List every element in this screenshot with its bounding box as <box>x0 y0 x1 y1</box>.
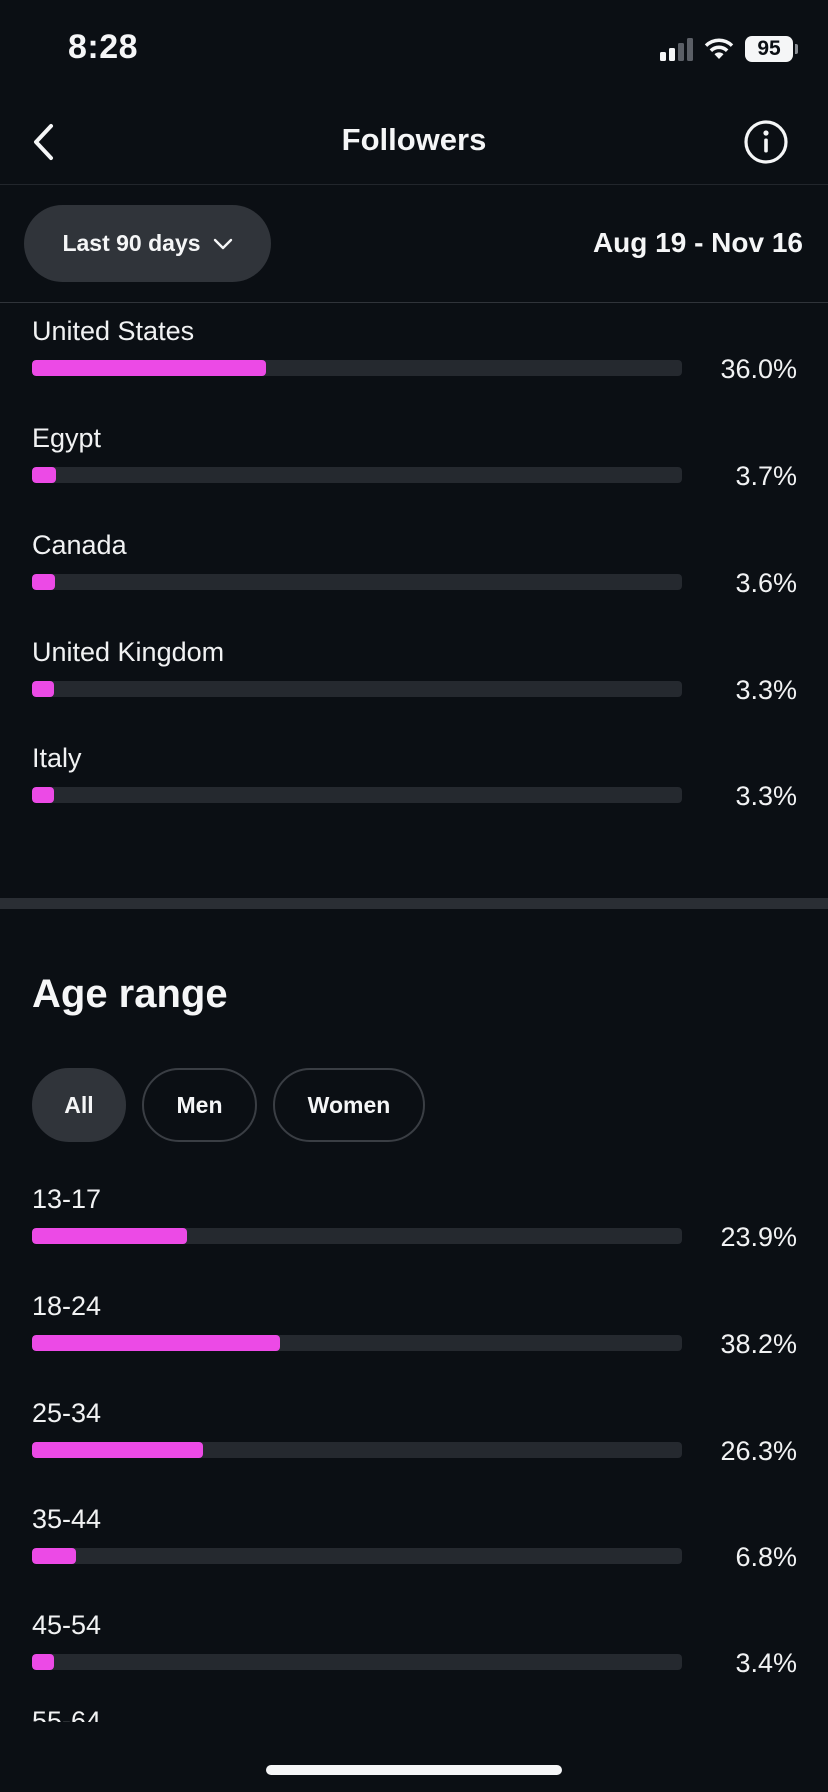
country-bar-track <box>32 574 682 590</box>
age-label: 25-34 <box>32 1398 102 1428</box>
country-label: United Kingdom <box>32 637 225 667</box>
age-label: 55-64 <box>32 1710 101 1722</box>
age-row: 18-24 38.2% <box>32 1291 797 1381</box>
country-bar-fill <box>32 467 57 483</box>
date-range-dropdown-label: Last 90 days <box>62 230 201 256</box>
age-bar-track <box>32 1548 682 1564</box>
back-button[interactable] <box>18 116 70 168</box>
age-percent: 3.4% <box>735 1648 797 1678</box>
tab-men[interactable]: Men <box>142 1068 257 1142</box>
country-percent: 3.3% <box>735 675 797 705</box>
country-bar-fill <box>32 574 56 590</box>
status-bar: 8:28 95 <box>0 0 828 100</box>
battery-icon: 95 <box>745 36 798 62</box>
info-button[interactable] <box>740 116 792 168</box>
status-time: 8:28 <box>68 28 139 66</box>
country-row: United Kingdom 3.3% <box>32 637 797 727</box>
country-percent: 36.0% <box>720 354 797 384</box>
age-range-title: Age range <box>32 972 228 1016</box>
country-label: Canada <box>32 530 127 560</box>
age-bar-track <box>32 1335 682 1351</box>
age-label: 13-17 <box>32 1184 102 1214</box>
country-row: Italy 3.3% <box>32 743 797 833</box>
country-bar-track <box>32 467 682 483</box>
country-label: Italy <box>32 743 82 773</box>
age-bar-track <box>32 1228 682 1244</box>
age-bar-fill <box>32 1548 77 1564</box>
age-row: 13-17 23.9% <box>32 1184 797 1274</box>
age-row-partial: 55-64 <box>32 1710 152 1722</box>
battery-level: 95 <box>745 36 793 62</box>
chevron-left-icon <box>34 124 53 160</box>
country-row: Egypt 3.7% <box>32 423 797 513</box>
age-label: 18-24 <box>32 1291 102 1321</box>
info-circle-icon <box>744 120 788 164</box>
age-label: 35-44 <box>32 1504 102 1534</box>
age-row: 25-34 26.3% <box>32 1398 797 1488</box>
country-percent: 3.7% <box>735 461 797 491</box>
country-bar-track <box>32 360 682 376</box>
country-label: Egypt <box>32 423 102 453</box>
section-divider <box>0 898 828 909</box>
age-bar-track <box>32 1442 682 1458</box>
status-icons: 95 <box>660 34 798 64</box>
country-row: United States 36.0% <box>32 316 797 406</box>
age-bar-fill <box>32 1654 55 1670</box>
gender-tabs: All Men Women <box>32 1068 425 1142</box>
age-bar-fill <box>32 1442 203 1458</box>
date-range-dropdown[interactable]: Last 90 days <box>24 205 271 282</box>
tab-all[interactable]: All <box>32 1068 126 1142</box>
page-title: Followers <box>341 122 487 157</box>
country-percent: 3.3% <box>735 781 797 811</box>
country-row: Canada 3.6% <box>32 530 797 620</box>
wifi-icon <box>704 38 734 59</box>
home-indicator[interactable] <box>266 1765 562 1775</box>
age-bar-fill <box>32 1335 281 1351</box>
age-percent: 6.8% <box>735 1542 797 1572</box>
date-range-text: Aug 19 - Nov 16 <box>592 227 803 258</box>
country-bar-fill <box>32 681 54 697</box>
country-bar-fill <box>32 360 266 376</box>
chevron-down-icon <box>213 238 232 249</box>
nav-bar: Followers <box>0 100 828 185</box>
age-percent: 26.3% <box>720 1436 797 1466</box>
country-bar-fill <box>32 787 54 803</box>
age-percent: 38.2% <box>720 1329 797 1359</box>
age-label: 45-54 <box>32 1610 102 1640</box>
country-bar-track <box>32 787 682 803</box>
country-bar-track <box>32 681 682 697</box>
country-label: United States <box>32 316 195 346</box>
age-bar-fill <box>32 1228 188 1244</box>
age-percent: 23.9% <box>720 1222 797 1252</box>
tab-women[interactable]: Women <box>273 1068 425 1142</box>
age-row: 35-44 6.8% <box>32 1504 797 1594</box>
country-percent: 3.6% <box>735 568 797 598</box>
filter-row: Last 90 days Aug 19 - Nov 16 <box>0 185 828 303</box>
cellular-signal-icon <box>660 37 693 61</box>
age-row: 45-54 3.4% <box>32 1610 797 1700</box>
age-bar-track <box>32 1654 682 1670</box>
